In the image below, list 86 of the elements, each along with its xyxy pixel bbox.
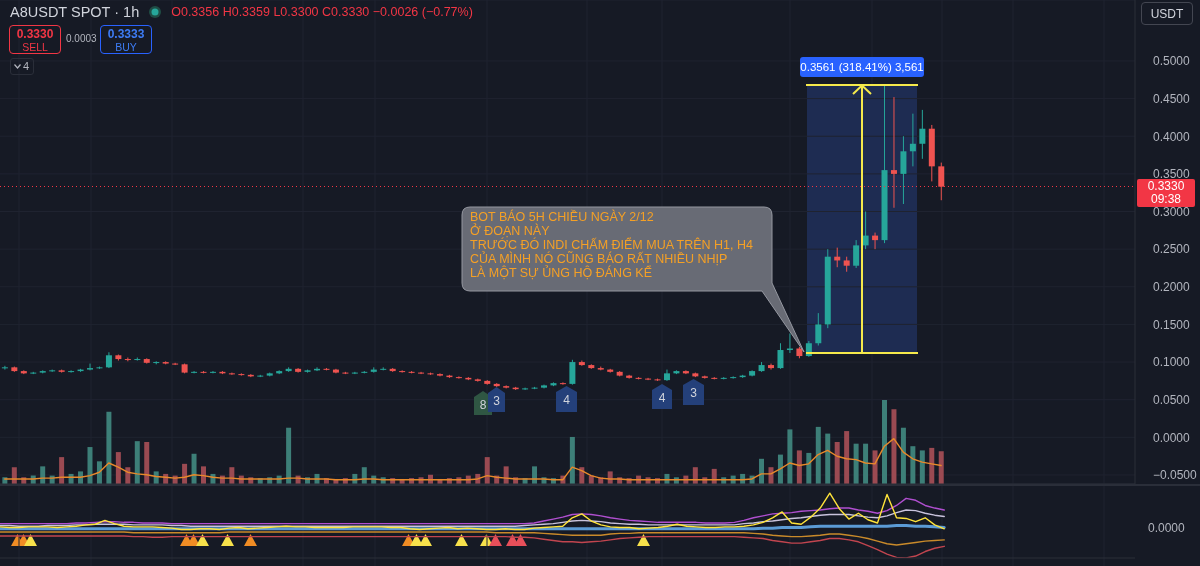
bar <box>286 427 292 484</box>
bar <box>815 426 821 484</box>
bar <box>484 457 490 484</box>
bar <box>787 429 793 484</box>
annotation: 0.3333 <box>106 27 146 41</box>
bar <box>115 452 121 484</box>
bar <box>806 452 812 484</box>
candlestick <box>938 162 945 201</box>
candlestick <box>815 312 822 346</box>
bar <box>834 442 840 484</box>
bar <box>900 427 906 484</box>
candlestick <box>455 375 462 380</box>
candlestick <box>87 363 94 371</box>
bar <box>87 447 93 484</box>
bar <box>106 411 112 484</box>
y-tick-label: 0.4500 <box>1153 91 1191 106</box>
candlestick <box>569 359 576 386</box>
candlestick <box>1 365 8 371</box>
currency-button: USDT <box>1141 2 1193 25</box>
candlestick <box>777 342 784 370</box>
candlestick <box>228 372 235 376</box>
candlestick <box>351 371 358 375</box>
band-label: 0.3561 (318.41%) 3,561 <box>800 57 924 78</box>
annotation: SELL <box>21 41 49 53</box>
bar <box>844 431 850 484</box>
bar <box>796 450 802 484</box>
y-tick-label: 0.0500 <box>1153 392 1191 407</box>
bar <box>863 443 869 484</box>
bar <box>144 442 150 484</box>
candlestick <box>172 362 179 366</box>
y-tick-label: 0.3000 <box>1153 204 1191 219</box>
sell-button: 0.3330 SELL <box>9 25 61 54</box>
y-tick-label: −0.0500 <box>1153 468 1198 483</box>
annotation: 3 <box>689 386 698 401</box>
y-tick-label: 0.2500 <box>1153 242 1191 257</box>
bar <box>891 409 897 484</box>
bar <box>872 450 878 484</box>
candlestick <box>238 372 245 377</box>
candlestick <box>853 239 860 269</box>
ref-line-label: 0.3330 09:38 <box>1137 178 1195 207</box>
annotation: 8 <box>478 398 488 413</box>
candlestick <box>645 377 652 381</box>
annotation: 4 <box>562 393 571 408</box>
annotation: 4 <box>657 391 667 406</box>
bar <box>134 441 140 484</box>
y-tick-label: 0.2000 <box>1153 280 1191 295</box>
y-tick-label: 0.1000 <box>1153 355 1191 370</box>
y-tick-label: 0.0000 <box>1153 430 1191 445</box>
bar <box>910 446 916 484</box>
candlestick <box>730 375 737 380</box>
candlestick <box>399 369 406 374</box>
candlestick <box>522 387 529 391</box>
toggle-button: 4 <box>10 58 34 75</box>
y-tick-label: 0.4000 <box>1153 129 1191 144</box>
bar <box>777 454 783 484</box>
candlestick <box>919 109 926 160</box>
chart-title: A8USDT SPOT · 1h <box>10 4 140 20</box>
candlestick <box>890 96 897 209</box>
bar <box>929 447 935 484</box>
candlestick <box>900 135 907 205</box>
candlestick <box>418 371 425 375</box>
annotation: 0.0003 <box>66 33 97 44</box>
bar <box>919 450 925 484</box>
bar <box>938 451 944 484</box>
annotation: O0.3356 H0.3359 L0.3300 C0.3330 −0.0026 (−0.77%) <box>171 5 473 19</box>
annotation: BUY <box>114 41 138 53</box>
bar <box>853 443 859 484</box>
candlestick <box>191 370 198 374</box>
annotation: 0.3330 <box>15 27 55 41</box>
candlestick <box>862 211 869 250</box>
bar <box>825 433 831 484</box>
y-tick-label: 0.1500 <box>1153 317 1191 332</box>
bar <box>881 400 887 484</box>
y-tick-label: 0.5000 <box>1153 54 1191 69</box>
buy-button: 0.3333 BUY <box>100 25 152 54</box>
candlestick <box>124 357 131 362</box>
annotation: BOT BÁO 5H CHIỀU NGÀY 2/12 Ở ĐOẠN NÀY TRƯỚC ĐÓ INDI CHẤM ĐIỂM MUA TRÊN H1, H4 CỦA MÌNH NÓ CŨNG BÁO RẤT NHIỀU NHỊP LÀ MỘT SỰ ỦNG HỘ ĐÁNG KỂ <box>470 210 753 280</box>
candlestick <box>559 381 566 386</box>
annotation: 4 <box>23 60 30 73</box>
candlestick <box>768 363 775 371</box>
bar <box>59 457 65 484</box>
annotation: 3 <box>492 394 501 409</box>
candlestick <box>68 369 75 374</box>
candlestick <box>909 113 916 167</box>
candlestick <box>209 370 216 374</box>
bar <box>569 436 575 484</box>
